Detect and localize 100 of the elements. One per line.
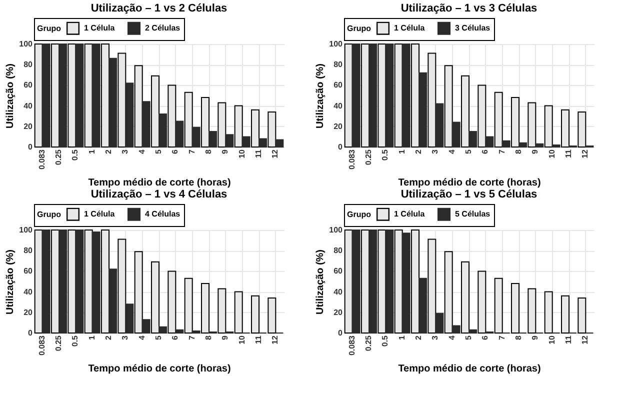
- bar: [452, 325, 460, 334]
- bar: [385, 230, 394, 334]
- bar: [75, 44, 84, 148]
- bar: [368, 230, 377, 334]
- x-tick-label: 0.25: [364, 334, 373, 352]
- x-tick-label: 11: [564, 334, 573, 344]
- x-tick-label: 2: [414, 148, 423, 154]
- x-tick-label: 0.083: [347, 148, 356, 170]
- y-tick-label: 60: [24, 266, 34, 276]
- x-tick-label: 5: [154, 148, 163, 154]
- x-tick-label: 4: [447, 148, 456, 154]
- bar: [92, 44, 100, 148]
- chart-title: Utilização – 1 vs 3 Células: [400, 2, 538, 14]
- bar: [552, 144, 560, 148]
- x-tick-label: 3: [430, 148, 440, 154]
- x-tick-label: 12: [270, 148, 280, 158]
- bar: [192, 330, 200, 334]
- x-tick-label: 0.5: [70, 148, 80, 161]
- x-tick-label: 0.083: [37, 334, 46, 356]
- bar: [92, 232, 100, 334]
- x-tick-label: 1: [87, 148, 96, 154]
- bar: [108, 268, 117, 334]
- x-tick-label: 9: [530, 334, 540, 340]
- bar: [242, 136, 250, 148]
- bar: [192, 126, 200, 148]
- x-tick-label: 6: [170, 334, 180, 340]
- legend-title: Grupo: [37, 210, 62, 219]
- bar: [418, 72, 427, 148]
- x-tick-label: 9: [530, 148, 540, 154]
- x-tick-label: 0.083: [347, 334, 356, 356]
- y-tick-label: 80: [334, 60, 344, 70]
- x-tick-label: 12: [580, 334, 590, 344]
- x-tick-label: 2: [414, 334, 423, 340]
- x-tick-label: 3: [430, 334, 440, 340]
- y-axis-title: Utilização (%): [5, 63, 16, 129]
- x-tick-label: 8: [204, 148, 213, 154]
- bar: [142, 101, 150, 148]
- x-tick-label: 0.25: [54, 334, 63, 352]
- bar: [108, 58, 117, 148]
- y-tick-label: 20: [24, 308, 34, 317]
- legend-label: 2 Células: [145, 23, 181, 32]
- legend-label: 3 Células: [455, 23, 491, 32]
- y-tick-label: 0: [28, 328, 34, 338]
- bar: [352, 230, 360, 334]
- x-tick-label: 6: [480, 148, 490, 154]
- x-tick-label: 7: [497, 148, 506, 154]
- chart-title: Utilização – 1 vs 5 Células: [400, 188, 538, 200]
- x-tick-label: 4: [137, 148, 146, 154]
- bar: [125, 82, 134, 148]
- y-tick-label: 40: [334, 287, 344, 296]
- chart-title: Utilização – 1 vs 4 Células: [90, 188, 228, 200]
- x-tick-label: 1: [87, 334, 96, 340]
- x-tick-label: 3: [120, 148, 130, 154]
- y-tick-label: 80: [334, 246, 344, 256]
- y-tick-label: 100: [19, 40, 34, 48]
- bar: [385, 44, 394, 148]
- bar: [468, 131, 477, 148]
- bar: [435, 312, 444, 334]
- y-tick-label: 20: [24, 122, 34, 131]
- legend-label: 1 Célula: [394, 209, 426, 218]
- y-tick-label: 60: [334, 80, 344, 90]
- legend-title: Grupo: [347, 210, 372, 219]
- x-tick-label: 0.25: [54, 148, 63, 166]
- x-tick-label: 5: [154, 334, 163, 340]
- bar: [225, 134, 234, 148]
- y-tick-label: 40: [24, 287, 34, 296]
- x-tick-label: 1: [397, 334, 406, 340]
- x-tick-label: 11: [564, 148, 573, 158]
- y-axis-title: Utilização (%): [315, 63, 326, 129]
- x-tick-label: 7: [187, 148, 196, 154]
- x-tick-label: 4: [137, 334, 146, 340]
- x-tick-label: 5: [464, 334, 473, 340]
- bar: [435, 103, 444, 148]
- x-tick-label: 9: [220, 334, 230, 340]
- y-axis-title: Utilização (%): [5, 249, 16, 315]
- y-tick-label: 80: [24, 60, 34, 70]
- x-tick-label: 1: [397, 148, 406, 154]
- x-tick-label: 8: [204, 334, 213, 340]
- x-tick-label: 8: [514, 334, 523, 340]
- bar: [75, 230, 84, 334]
- x-tick-label: 4: [447, 334, 456, 340]
- bar: [42, 44, 50, 148]
- x-axis-title: Tempo médio de corte (horas): [88, 178, 231, 189]
- x-axis-title: Tempo médio de corte (horas): [398, 178, 541, 189]
- bar: [518, 142, 527, 148]
- bar: [352, 44, 360, 148]
- bar: [402, 44, 410, 148]
- y-tick-label: 100: [329, 226, 344, 234]
- legend-title: Grupo: [37, 24, 62, 33]
- x-tick-label: 9: [220, 148, 230, 154]
- bar: [418, 278, 427, 334]
- bar: [502, 140, 510, 148]
- chart-title: Utilização – 1 vs 2 Células: [90, 2, 228, 14]
- x-tick-label: 6: [480, 334, 490, 340]
- x-tick-label: 6: [170, 148, 180, 154]
- y-tick-label: 60: [24, 80, 34, 90]
- x-tick-label: 10: [237, 148, 246, 158]
- bar: [125, 304, 134, 334]
- bar: [158, 114, 167, 148]
- x-tick-label: 2: [104, 334, 113, 340]
